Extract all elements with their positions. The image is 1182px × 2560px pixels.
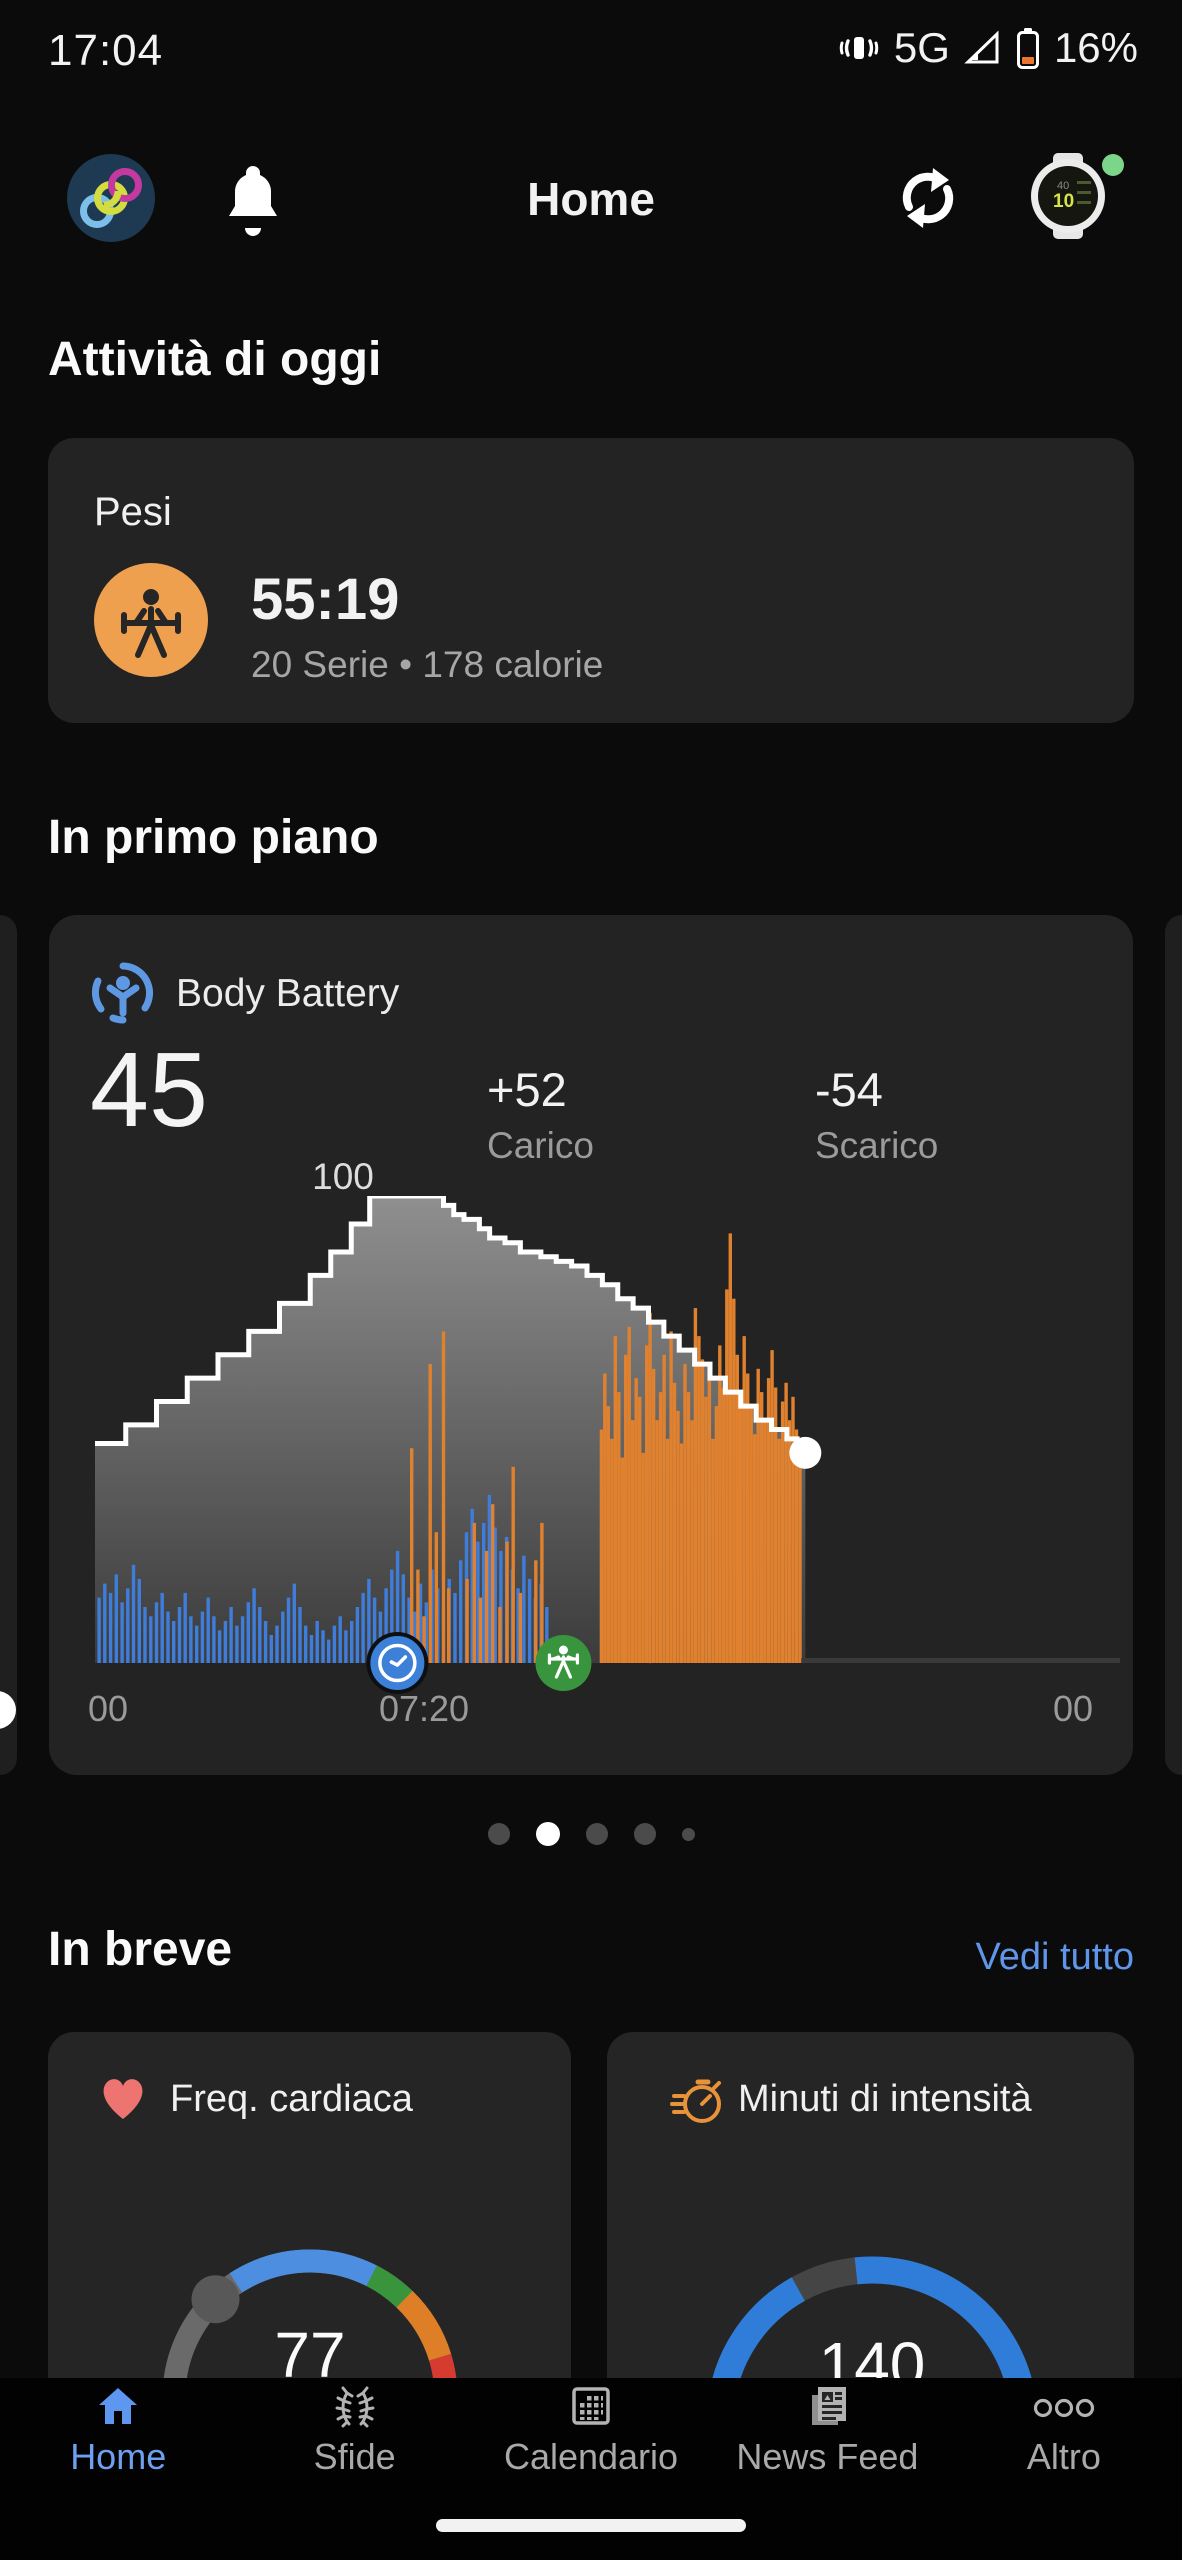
nav-item-home[interactable]: Home [0,2378,236,2560]
clock-marker-icon [366,1632,429,1694]
timeline-baseline [801,1658,1120,1663]
x-tick-mid: 07:20 [378,1688,470,1729]
home-icon [99,2388,138,2424]
charge-label: Carico [487,1125,594,1166]
carousel-dot-4[interactable] [633,1823,656,1845]
x-tick-end: 00 [1052,1688,1094,1729]
heart-rate-card[interactable]: Freq. cardiaca 77 [48,2032,571,2432]
nav-item-calendario[interactable]: Calendario [473,2378,709,2560]
calendar-icon [572,2387,610,2425]
sync-icon[interactable] [893,163,963,233]
battery-percent: 16% [1053,24,1138,71]
page-title: Home [527,173,655,225]
more-icon [1033,2398,1094,2418]
body-battery-charge: +52 Carico [487,1062,594,1167]
charge-value: +52 [487,1063,567,1116]
x-tick-start: 00 [87,1688,129,1729]
vibrate-icon [839,37,879,59]
intensity-minutes-title: Minuti di intensità [738,2078,1032,2120]
nav-item-sfide[interactable]: Sfide [236,2378,472,2560]
app-header: Home 40 10 [0,140,1182,260]
see-all-link[interactable]: Vedi tutto [975,1936,1134,1978]
carousel-next-card-peek[interactable] [1165,915,1182,1775]
stopwatch-icon [670,2079,721,2123]
nav-item-news-feed[interactable]: News Feed [709,2378,945,2560]
carousel-dots [0,1822,1182,1846]
drain-label: Scarico [815,1125,939,1166]
intensity-minutes-card[interactable]: Minuti di intensità 140 [607,2032,1134,2432]
nav-label: Calendario [503,2436,679,2477]
status-icons: 5G 16% [838,24,1138,72]
network-type-label: 5G [893,24,950,71]
carousel-dot-1[interactable] [487,1823,510,1845]
heart-icon [103,2079,143,2119]
section-title-featured: In primo piano [48,811,379,864]
chart-peak-label: 100 [312,1156,374,1197]
svg-text:10: 10 [1053,191,1074,212]
activity-card[interactable]: Pesi 55:19 20 Serie • 178 calorie [48,438,1134,723]
carousel-prev-card-peek[interactable] [0,915,17,1775]
garmin-connect-logo[interactable] [66,153,156,243]
section-title-glance: In breve [48,1923,233,1976]
rest-and-stress-bars [97,1233,802,1664]
status-time: 17:04 [48,26,164,75]
activity-duration: 55:19 [251,567,400,632]
device-connected-badge [1102,154,1124,176]
hr-gauge-marker [191,2275,240,2324]
strength-marker-icon [535,1635,592,1691]
home-indicator[interactable] [436,2519,746,2532]
current-point-dot [789,1436,822,1469]
nav-item-altro[interactable]: Altro [946,2378,1182,2560]
laurel-wreath-icon [335,2386,375,2428]
news-feed-icon [812,2387,847,2425]
carousel-dot-3[interactable] [585,1823,608,1845]
nav-label: News Feed [736,2436,919,2477]
activity-name: Pesi [94,490,172,534]
nav-label: Altro [1026,2436,1101,2477]
body-battery-icon [91,962,154,1024]
body-battery-value: 45 [90,1031,208,1149]
heart-rate-title: Freq. cardiaca [170,2078,413,2120]
body-battery-chart [95,1196,1120,1694]
carousel-dot-2[interactable] [535,1822,560,1846]
bottom-navigation: Home Sfide [0,2378,1182,2560]
activity-details: 20 Serie • 178 calorie [251,644,604,685]
battery-line [95,1196,808,1453]
nav-label: Home [70,2436,167,2477]
cellular-signal-icon [964,30,999,64]
section-title-today: Attività di oggi [48,333,382,386]
battery-icon [1016,28,1039,69]
device-avatar[interactable]: 40 10 [1023,151,1127,245]
nav-label: Sfide [313,2436,396,2477]
carousel-dot-5[interactable] [681,1827,695,1841]
body-battery-card[interactable]: Body Battery 45 +52 Carico -54 Scarico 1… [49,915,1133,1775]
drain-value: -54 [815,1063,883,1116]
notifications-bell-icon[interactable] [221,162,285,236]
body-battery-title: Body Battery [176,972,400,1015]
body-battery-drain: -54 Scarico [815,1062,938,1167]
svg-text:40: 40 [1057,180,1069,192]
strength-activity-icon [94,563,208,677]
